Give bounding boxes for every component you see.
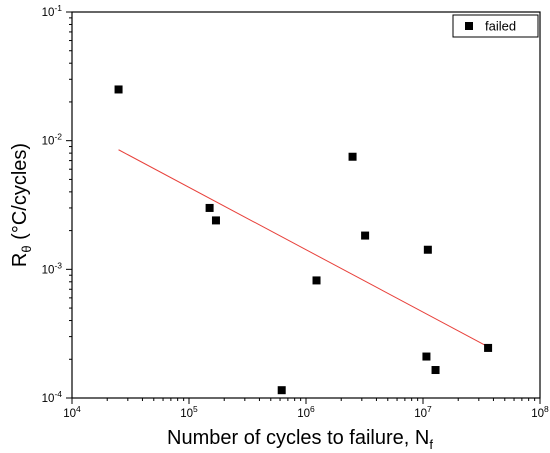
- axis-labels-group: Number of cycles to failure, Nf Rθ (°C/cy…: [9, 143, 433, 452]
- y-tick-label: 10-3: [42, 260, 63, 276]
- y-tick-label: 10-2: [42, 132, 63, 148]
- y-tick-label: 10-4: [42, 389, 63, 405]
- data-point: [211, 216, 220, 225]
- x-axis-title: Number of cycles to failure, Nf: [167, 427, 433, 452]
- data-point: [205, 203, 214, 212]
- data-point: [348, 152, 357, 161]
- ticks-group: 104 105 106 107 108 10-4 10-3 10-2 10-1: [42, 3, 549, 420]
- data-point: [484, 343, 493, 352]
- x-tick-label: 104: [63, 404, 81, 420]
- x-tick-label: 105: [180, 404, 198, 420]
- fit-line-group: [118, 149, 489, 348]
- x-tick-label: 108: [531, 404, 549, 420]
- data-point: [277, 386, 286, 395]
- data-point: [361, 231, 370, 240]
- data-points-group: [114, 85, 493, 395]
- data-point: [423, 245, 432, 254]
- plot-frame-group: [71, 11, 541, 399]
- data-point: [431, 366, 440, 375]
- legend-box: [452, 14, 539, 38]
- legend-label: failed: [485, 19, 516, 34]
- data-point: [114, 85, 123, 94]
- x-tick-label: 106: [297, 404, 315, 420]
- legend-marker: [465, 22, 473, 30]
- fit-line: [118, 149, 489, 348]
- plot-frame: [71, 11, 541, 399]
- legend: failed: [452, 14, 539, 38]
- x-tick-label: 107: [414, 404, 432, 420]
- y-axis-title: Rθ (°C/cycles): [9, 143, 34, 267]
- data-point: [422, 352, 431, 361]
- y-tick-label: 10-1: [42, 3, 63, 19]
- data-point: [312, 276, 321, 285]
